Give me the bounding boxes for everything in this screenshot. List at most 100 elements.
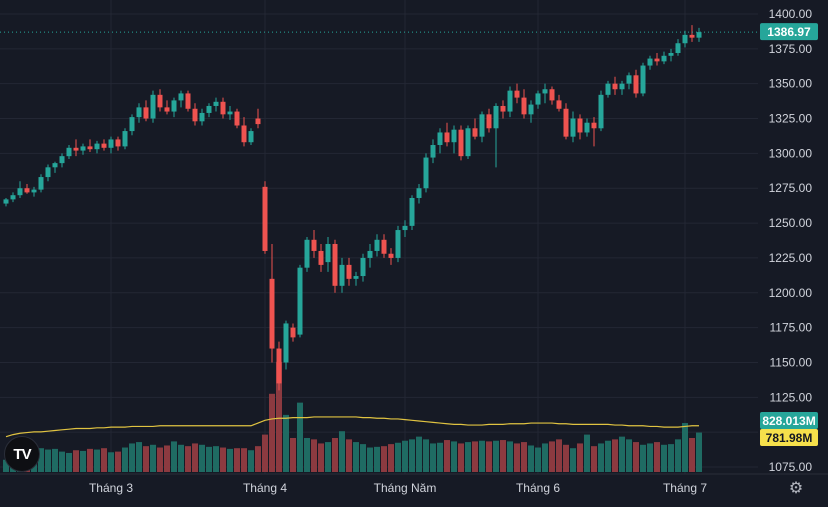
candle: [157, 89, 163, 112]
candle: [661, 51, 667, 65]
tradingview-logo[interactable]: TV: [4, 436, 40, 472]
volume-ma-badge-text: 781.98M: [766, 431, 813, 445]
candle: [185, 90, 191, 112]
volume-badge: 828.013M: [760, 412, 818, 429]
candle: [311, 230, 317, 258]
candle-body: [206, 105, 212, 113]
candle-body: [388, 253, 394, 258]
candle: [10, 192, 16, 203]
volume-bar: [52, 448, 58, 472]
candle-body: [143, 107, 149, 119]
volume-bar: [150, 444, 156, 472]
settings-gear-icon[interactable]: ⚙: [788, 480, 804, 497]
volume-bar: [241, 448, 247, 472]
price-tick-label: 1075.00: [769, 460, 813, 474]
volume-bar: [304, 438, 310, 472]
candle-body: [556, 100, 562, 109]
candle: [395, 225, 401, 263]
candle-body: [444, 132, 450, 143]
candle-body: [255, 118, 261, 125]
candle-body: [318, 250, 324, 265]
candle-body: [164, 107, 170, 112]
candle-body: [570, 118, 576, 137]
time-axis[interactable]: Tháng 3 Tháng 4 Tháng Năm Tháng 6 Tháng 7: [89, 481, 707, 495]
candle-body: [87, 146, 93, 150]
candle: [290, 323, 296, 342]
candle-body: [339, 264, 345, 286]
price-tick-label: 1175.00: [770, 321, 813, 335]
volume-bar: [556, 439, 562, 472]
price-tick-label: 1225.00: [769, 251, 813, 265]
candle-body: [213, 101, 219, 106]
volume-bar: [129, 443, 135, 472]
candle: [598, 90, 604, 132]
candle-body: [535, 93, 541, 105]
volume-bar: [605, 440, 611, 472]
candle: [563, 103, 569, 140]
candle-body: [654, 58, 660, 62]
candle: [465, 125, 471, 159]
price-tick-label: 1200.00: [769, 286, 813, 300]
candle-body: [514, 90, 520, 98]
volume-bar: [73, 450, 79, 472]
volume-bar: [542, 443, 548, 472]
candle-body: [220, 101, 226, 115]
volume-bar: [430, 443, 436, 472]
volume-bar: [255, 446, 261, 472]
volume-bar: [612, 439, 618, 472]
candle-body: [619, 83, 625, 90]
time-tick-label: Tháng Năm: [374, 481, 437, 495]
candle-body: [101, 143, 107, 148]
volume-bar: [353, 442, 359, 472]
candle: [640, 62, 646, 97]
candle: [577, 114, 583, 140]
candle: [542, 83, 548, 104]
candle-body: [73, 147, 79, 151]
candle: [423, 153, 429, 193]
volume-bar: [577, 443, 583, 472]
candle-body: [157, 94, 163, 108]
candle-body: [311, 239, 317, 251]
candle-body: [472, 128, 478, 137]
candle: [668, 48, 674, 62]
volume-bar: [136, 442, 142, 472]
volume-bar: [234, 448, 240, 472]
candle-body: [584, 122, 590, 133]
candle: [318, 243, 324, 272]
candle-body: [45, 167, 51, 178]
candle: [479, 111, 485, 143]
candle-body: [374, 239, 380, 251]
candle: [647, 55, 653, 70]
volume-bar: [402, 440, 408, 472]
candle-body: [500, 105, 506, 112]
volume-bar: [227, 448, 233, 472]
volume-bar: [80, 450, 86, 472]
volume-bar: [661, 444, 667, 472]
candle-body: [542, 89, 548, 94]
volume-bar: [66, 452, 72, 472]
volume-bar: [675, 439, 681, 472]
candle: [255, 108, 261, 129]
volume-bar: [598, 443, 604, 472]
candle: [52, 161, 58, 173]
volume-bar: [682, 423, 688, 472]
candle-body: [199, 112, 205, 122]
volume-bar: [416, 436, 422, 472]
candle-body: [171, 100, 177, 112]
volume-bar: [339, 431, 345, 472]
volume-bar: [591, 446, 597, 472]
candle-body: [423, 157, 429, 189]
candle-body: [346, 264, 352, 279]
candle: [409, 195, 415, 231]
volume-bar: [269, 393, 275, 472]
candle: [346, 257, 352, 286]
candle: [87, 139, 93, 152]
candle: [402, 220, 408, 238]
candle: [612, 76, 618, 95]
candle-body: [458, 129, 464, 157]
price-axis[interactable]: 1400.00 1375.00 1350.00 1325.00 1300.00 1275.…: [769, 7, 813, 474]
candle-body: [626, 75, 632, 84]
candle-body: [115, 139, 121, 147]
candle: [486, 108, 492, 133]
